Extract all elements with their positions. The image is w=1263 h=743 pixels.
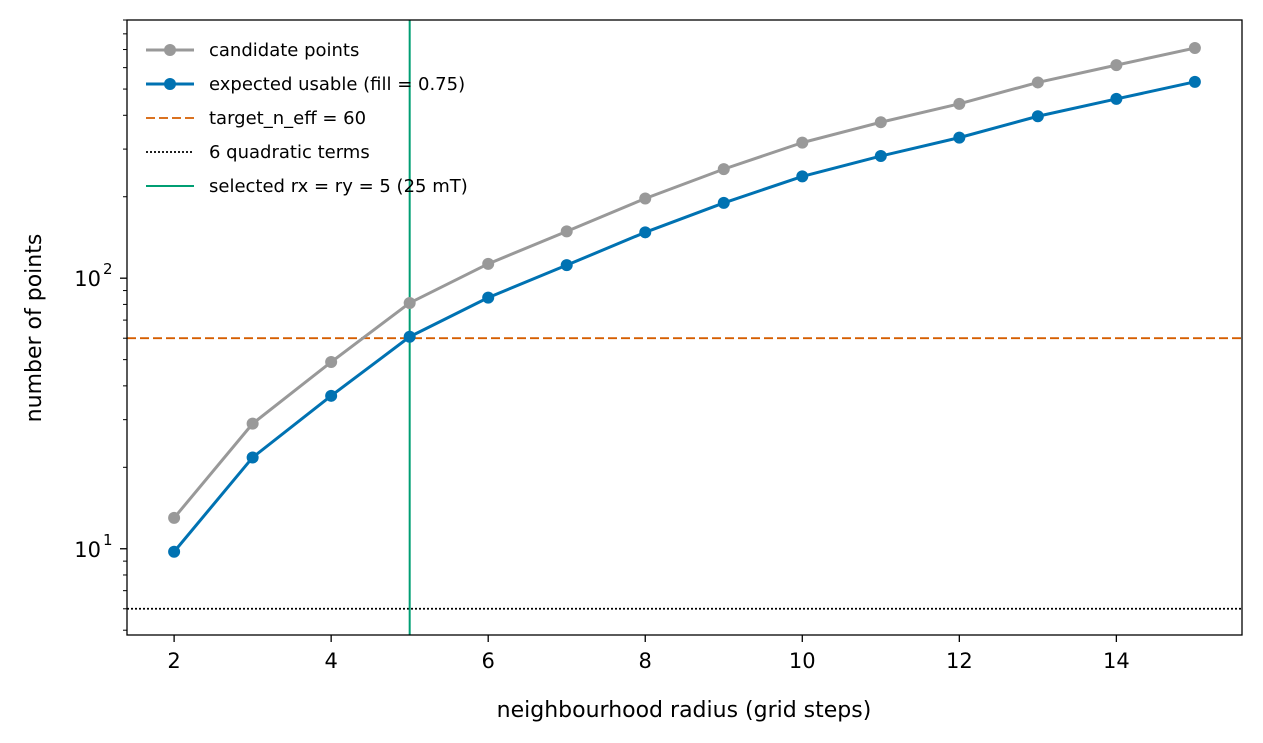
series-1-point-11: [1031, 110, 1044, 123]
series-0-point-1: [246, 417, 259, 430]
series-1-point-1: [246, 451, 259, 464]
legend-label-3: 6 quadratic terms: [209, 142, 370, 163]
x-tick-label-5: 12: [946, 649, 973, 673]
series-1-point-0: [168, 545, 181, 558]
legend-label-0: candidate points: [209, 40, 359, 61]
plot-area-frame: [126, 19, 1243, 636]
series-0-point-9: [874, 116, 887, 129]
legend-marker-1: [164, 78, 176, 90]
legend-label-1: expected usable (fill = 0.75): [209, 74, 465, 95]
series-0-point-12: [1110, 59, 1123, 72]
series-line-1: [172, 80, 1196, 553]
legend: candidate points expected usable (fill = …: [146, 40, 468, 197]
series-1-point-9: [874, 150, 887, 163]
series-1-point-7: [717, 196, 730, 209]
series-0-point-6: [639, 192, 652, 205]
series-0-point-8: [796, 136, 809, 149]
series-0-point-3: [403, 296, 416, 309]
series-0-point-7: [717, 163, 730, 176]
series-0-point-0: [168, 511, 181, 524]
series-1-point-3: [403, 330, 416, 343]
x-tick-label-1: 4: [324, 649, 337, 673]
x-tick-label-4: 10: [789, 649, 816, 673]
series-1-point-4: [482, 291, 495, 304]
y-tick-label-exp-0: 1: [103, 531, 113, 549]
y-tick-label-exp-1: 2: [103, 260, 113, 278]
series-0-point-2: [325, 356, 338, 369]
x-tick-label-2: 6: [482, 649, 495, 673]
series-0-point-13: [1188, 42, 1201, 55]
series-0-point-11: [1031, 76, 1044, 89]
x-axis-label: neighbourhood radius (grid steps): [497, 698, 872, 723]
series-1-point-10: [953, 131, 966, 144]
series-1-point-5: [560, 259, 573, 272]
series-line-0: [172, 46, 1196, 519]
x-tick-label-3: 8: [639, 649, 652, 673]
legend-marker-0: [164, 44, 176, 56]
series-1-point-12: [1110, 92, 1123, 105]
series-1-point-6: [639, 226, 652, 239]
x-tick-label-6: 14: [1103, 649, 1130, 673]
series-0-point-4: [482, 257, 495, 270]
legend-label-2: target_n_eff = 60: [209, 108, 366, 129]
series-0-point-5: [560, 225, 573, 238]
y-tick-label-1: 10 2: [74, 260, 112, 291]
legend-label-4: selected rx = ry = 5 (25 mT): [209, 176, 468, 197]
series-0-point-10: [953, 97, 966, 110]
y-axis-label: number of points: [22, 234, 47, 423]
y-tick-label-base-1: 10: [74, 267, 101, 291]
series-1-point-13: [1188, 75, 1201, 88]
y-tick-label-0: 10 1: [74, 531, 112, 562]
series-1-point-8: [796, 170, 809, 183]
x-tick-label-0: 2: [167, 649, 180, 673]
y-tick-label-base-0: 10: [74, 538, 101, 562]
series-1-point-2: [325, 389, 338, 402]
